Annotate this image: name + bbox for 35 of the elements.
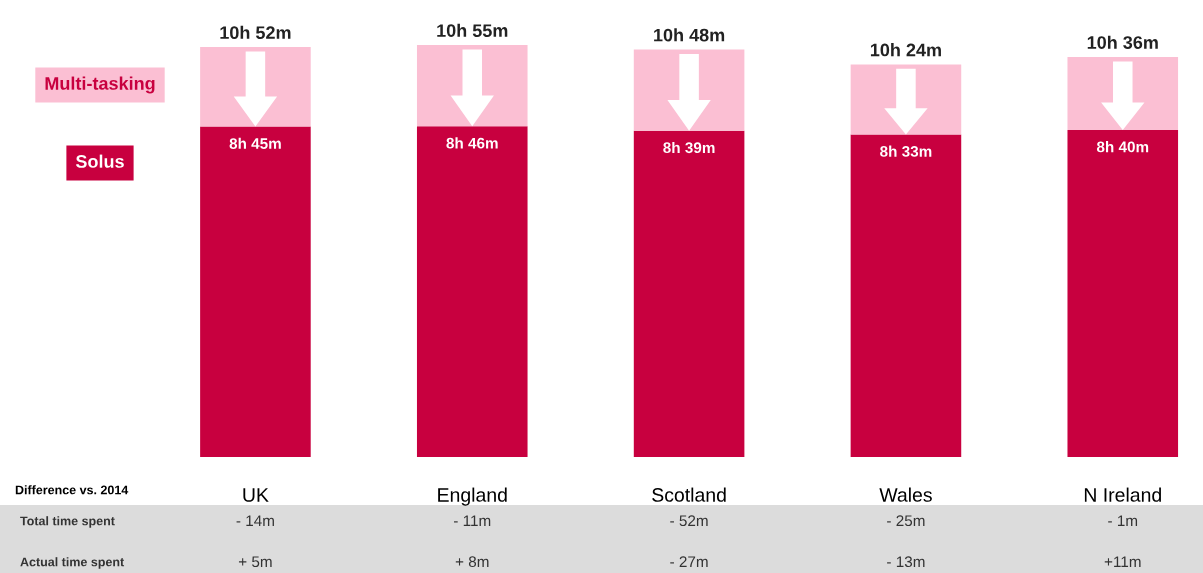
- annotation: 8h 40m: [1096, 141, 1149, 153]
- text: - 25m: [887, 515, 925, 527]
- annotation: 10h 48m: [654, 28, 725, 42]
- text: - 14m: [236, 515, 274, 526]
- text: - 1m: [1108, 515, 1138, 526]
- annotation: 8h 45m: [229, 137, 281, 149]
- text: - 27m: [670, 556, 708, 567]
- text: +11m: [1104, 556, 1141, 567]
- annotation: 10h 55m: [437, 23, 508, 37]
- x-tick-label: Wales: [879, 487, 932, 502]
- bar: [200, 126, 311, 457]
- x-tick-label: England: [438, 487, 507, 506]
- annotation: 10h 36m: [1087, 35, 1158, 49]
- x-tick-label: Scotland: [652, 487, 726, 502]
- annotation: 8h 46m: [446, 137, 498, 149]
- x-tick-label: UK: [243, 488, 269, 502]
- text: - 13m: [887, 556, 925, 568]
- annotation: 8h 39m: [663, 141, 715, 154]
- text: - 11m: [453, 515, 491, 526]
- bar: [850, 134, 962, 457]
- bar: [416, 126, 528, 457]
- bar: [1067, 129, 1179, 457]
- text: Actual time spent: [20, 557, 125, 569]
- text: Solus: [75, 154, 124, 168]
- bar: [633, 130, 745, 457]
- text: + 5m: [238, 556, 272, 568]
- text: Multi-tasking: [45, 76, 155, 94]
- annotation: 8h 33m: [880, 145, 932, 157]
- text: Total time spent: [20, 516, 115, 528]
- x-tick-label: N Ireland: [1084, 487, 1161, 502]
- annotation: 10h 52m: [220, 25, 291, 40]
- text: - 52m: [670, 515, 708, 527]
- text: Difference vs. 2014: [15, 485, 129, 495]
- annotation: 10h 24m: [870, 43, 941, 57]
- text: + 8m: [455, 556, 489, 568]
